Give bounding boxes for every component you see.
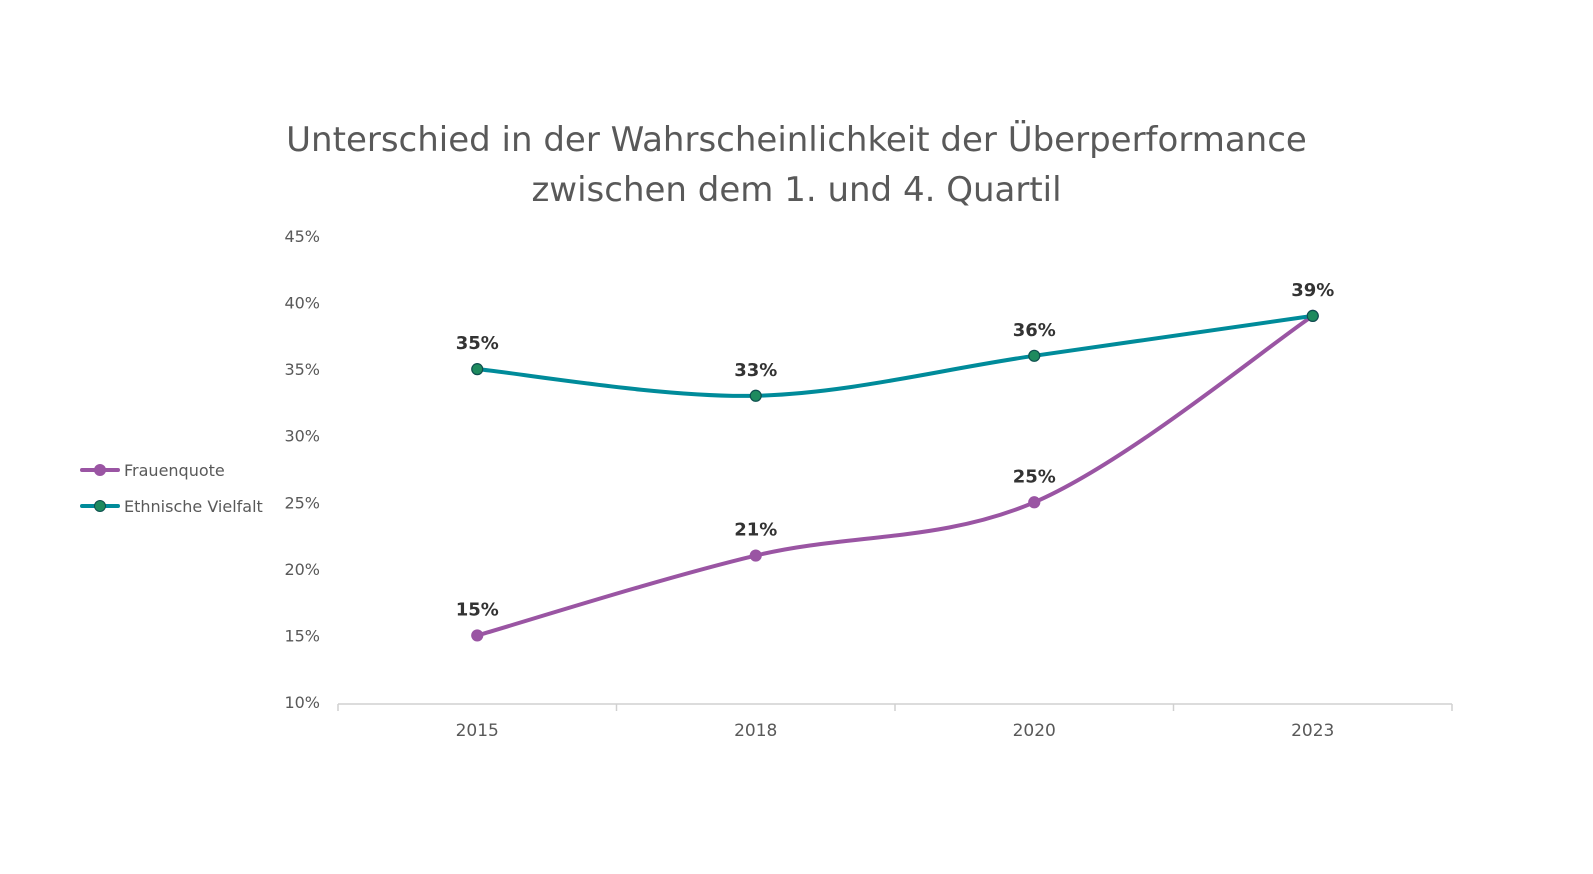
data-label-ethnische-vielfalt: 39% (1291, 280, 1334, 301)
legend-label-ethnische-vielfalt: Ethnische Vielfalt (124, 496, 263, 516)
data-label-frauenquote: 21% (734, 520, 777, 541)
x-tick-label: 2023 (1291, 721, 1334, 741)
y-tick-label: 10% (284, 693, 320, 712)
data-label-frauenquote: 25% (1013, 466, 1056, 487)
legend-label-frauenquote: Frauenquote (124, 460, 225, 480)
y-tick-label: 25% (284, 493, 320, 512)
x-tick-label: 2018 (734, 721, 777, 741)
y-tick-label: 40% (284, 294, 320, 313)
y-tick-label: 15% (284, 626, 320, 645)
data-label-ethnische-vielfalt: 35% (456, 333, 499, 354)
series-line-ethnische-vielfalt (475, 313, 1315, 398)
data-point-ethnische-vielfalt (749, 389, 762, 402)
y-tick-label: 30% (284, 427, 320, 446)
y-tick-label: 45% (284, 227, 320, 246)
x-tick-label: 2015 (456, 721, 499, 741)
y-tick-label: 35% (284, 360, 320, 379)
data-label-frauenquote: 15% (456, 599, 499, 620)
series-line-frauenquote (475, 313, 1315, 638)
data-point-frauenquote (471, 629, 484, 642)
x-tick-label: 2020 (1013, 721, 1056, 741)
chart-legend: Frauenquote Ethnische Vielfalt (80, 452, 263, 524)
data-point-ethnische-vielfalt (1306, 309, 1319, 322)
legend-swatch-ethnische-vielfalt (80, 496, 120, 516)
y-tick-label: 20% (284, 560, 320, 579)
chart-title-line-1: Unterschied in der Wahrscheinlichkeit de… (286, 120, 1307, 160)
data-point-ethnische-vielfalt (471, 363, 484, 376)
data-point-frauenquote (1028, 496, 1041, 509)
data-label-ethnische-vielfalt: 33% (734, 360, 777, 381)
data-point-frauenquote (749, 549, 762, 562)
data-point-ethnische-vielfalt (1028, 349, 1041, 362)
data-label-ethnische-vielfalt: 36% (1013, 320, 1056, 341)
chart-title-line-2: zwischen dem 1. und 4. Quartil (531, 170, 1062, 210)
legend-item-frauenquote[interactable]: Frauenquote (80, 452, 263, 488)
legend-swatch-frauenquote (80, 460, 120, 480)
legend-item-ethnische-vielfalt[interactable]: Ethnische Vielfalt (80, 488, 263, 524)
